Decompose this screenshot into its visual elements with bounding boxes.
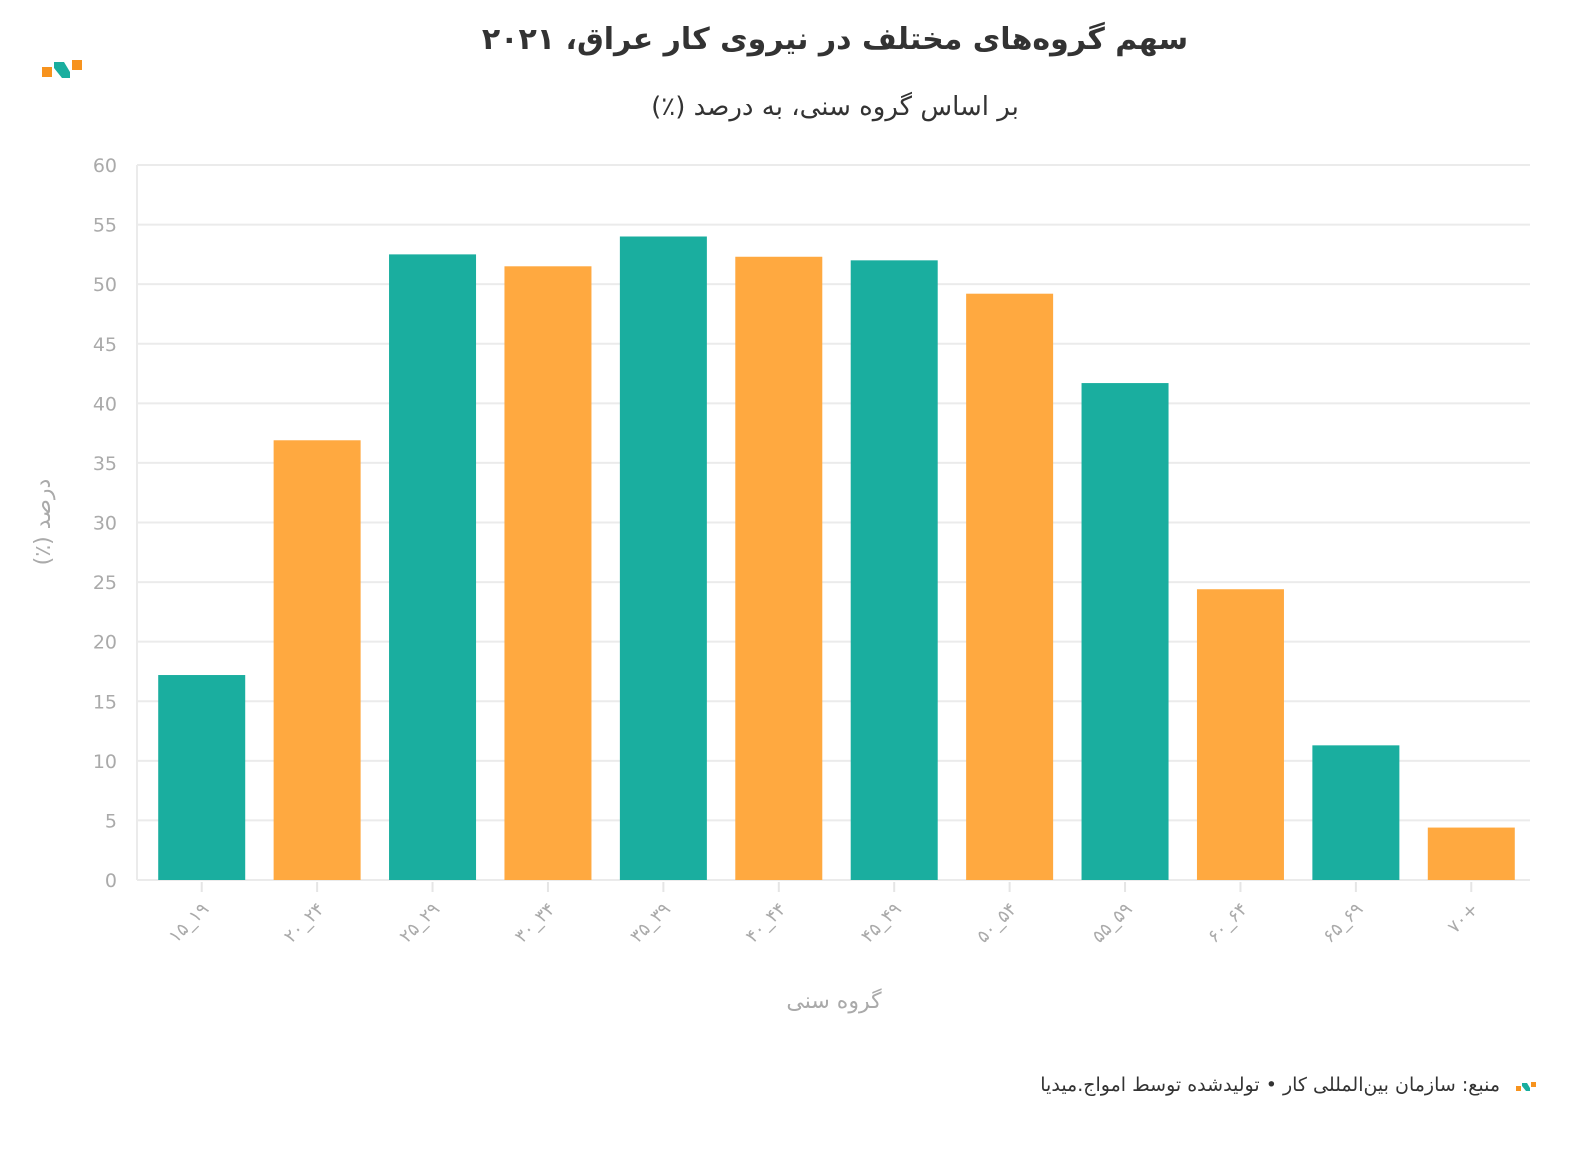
bar [850,260,938,880]
y-tick-label: 55 [93,215,117,237]
y-tick-label: 35 [93,453,117,475]
y-tick-label: 30 [93,513,117,535]
x-tick-label: ۳۰_۳۴ [511,899,560,948]
y-tick-label: 10 [93,751,117,773]
bar [735,256,823,881]
bar [389,254,477,880]
y-tick-label: 45 [93,334,117,356]
x-tick-label: ۶۵_۶۹ [1319,899,1368,948]
chart-subtitle: بر اساس گروه سنی، به درصد (٪) [651,92,1019,122]
x-tick-label: ۴۵_۴۹ [857,899,906,948]
y-tick-label: 60 [93,155,117,177]
x-tick-label: ۱۵_۱۹ [165,899,214,948]
x-tick-label: ۲۵_۲۹ [396,899,445,948]
bar [619,236,707,880]
bar [1196,589,1284,880]
source-footer: منبع: سازمان بین‌المللی کار • تولیدشده ت… [1040,1074,1500,1096]
x-tick-label: ۵۵_۵۹ [1088,899,1137,948]
bar [504,266,592,881]
x-tick-label: ۵۰_۵۴ [973,899,1022,948]
bar [273,440,361,880]
x-tick-label: ۲۰_۲۴ [280,899,329,948]
y-tick-label: 25 [93,572,117,594]
y-tick-label: 0 [105,870,117,892]
y-tick-label: 40 [93,393,117,415]
x-tick-label: ۴۰_۴۴ [742,899,791,948]
bar [966,293,1054,880]
bar [1081,383,1169,880]
x-axis-label: گروه سنی [786,988,882,1014]
bar [158,675,246,880]
y-tick-label: 20 [93,632,117,654]
x-tick-label: ۶۰_۶۴ [1203,899,1252,948]
y-tick-label: 5 [105,810,117,832]
bar [1427,827,1515,880]
footer-logo-icon [1516,1078,1538,1097]
logo-icon [42,58,84,84]
x-tick-label: ۳۵_۳۹ [626,899,675,948]
bar-chart: 0 5 10 15 20 25 30 35 40 45 50 55 60 ۱۵_۱۹ ۲۰_۲۴ ۲۵_۲۹ ۳… [31,155,1530,1014]
x-tick-label: ۷۰+ [1444,899,1483,938]
y-axis-label: درصد (٪) [31,479,56,566]
y-tick-label: 50 [93,274,117,296]
chart-title: سهم گروه‌های مختلف در نیروی کار عراق، ۲۰… [481,22,1189,57]
y-tick-label: 15 [93,691,117,713]
bar [1312,745,1400,880]
